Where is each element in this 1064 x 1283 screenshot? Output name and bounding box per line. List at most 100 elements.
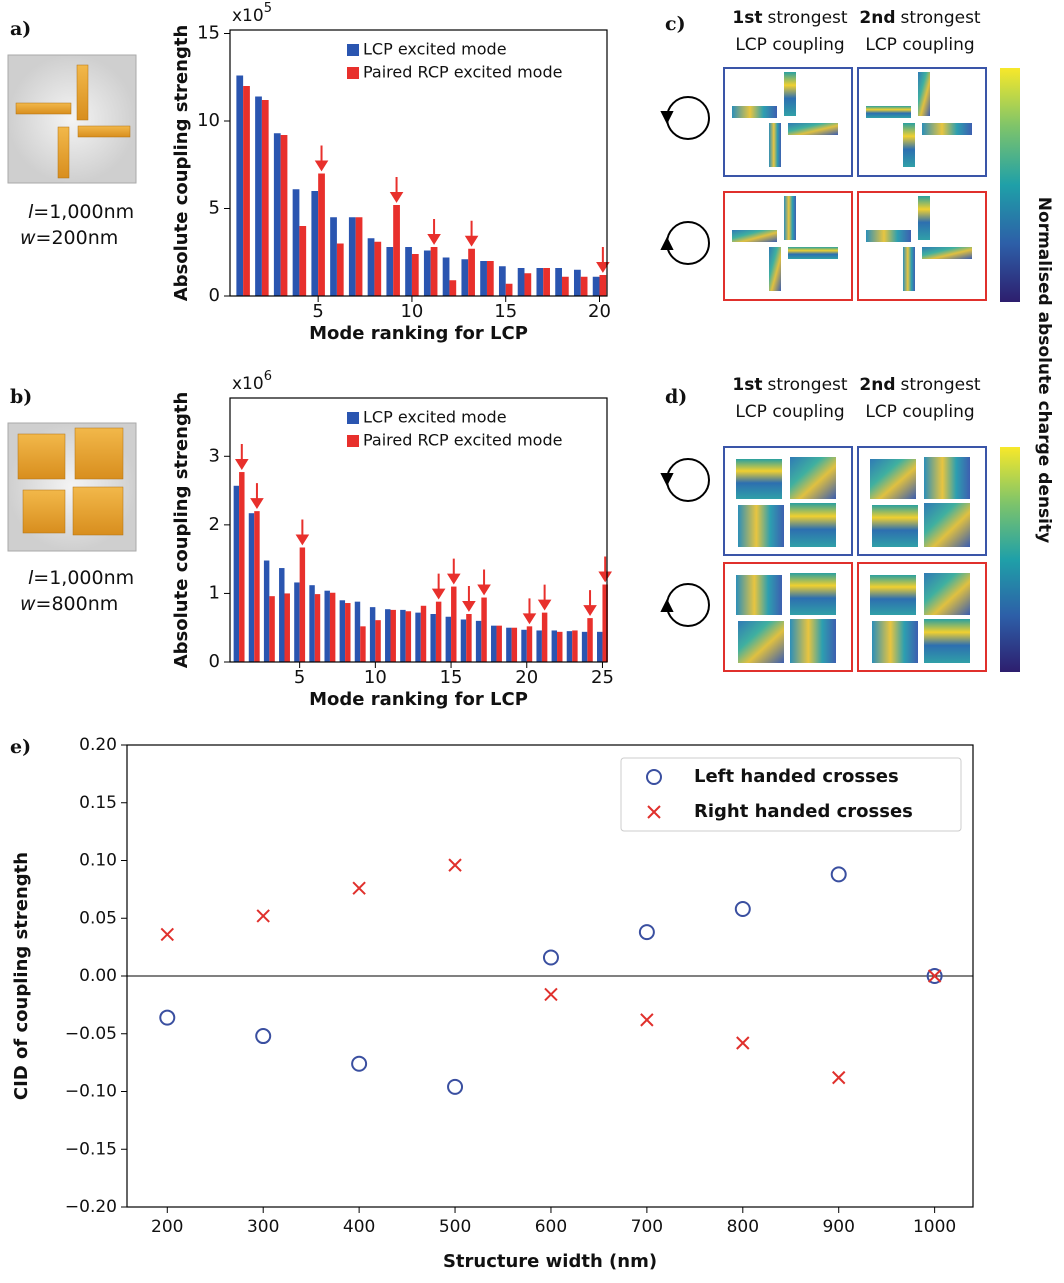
y-tick-label: −0.10	[65, 1082, 117, 1102]
y-tick-label: 0	[209, 651, 220, 672]
y-tick-label: 0.20	[79, 735, 117, 755]
bar	[446, 617, 451, 662]
arrow	[429, 219, 439, 243]
charge-density	[924, 503, 970, 547]
charge-density	[790, 619, 836, 663]
charge-density	[784, 196, 796, 240]
bar	[491, 626, 496, 662]
bar	[243, 86, 250, 296]
y-tick-label: −0.15	[65, 1139, 117, 1159]
legend-swatch	[347, 44, 359, 56]
figure: a) b) c) d) e) l=1,000nm w=200nm l=1,000…	[0, 0, 1064, 1279]
x-tick-label: 300	[247, 1217, 279, 1237]
bar	[415, 613, 420, 662]
bar	[300, 547, 305, 662]
bar	[468, 249, 475, 296]
x-tick-label: 5	[312, 301, 323, 322]
arrow	[464, 586, 474, 610]
bar	[496, 626, 501, 662]
y-axis-label: CID of coupling strength	[11, 852, 32, 1100]
x-axis-label: Mode ranking for LCP	[309, 323, 528, 344]
arrow	[237, 444, 247, 468]
column-header: LCP coupling	[865, 402, 974, 422]
y-tick-label: −0.20	[65, 1197, 117, 1217]
bar	[436, 602, 441, 662]
y-axis-label: Absolute coupling strength	[171, 392, 192, 669]
legend-label: Paired RCP excited mode	[363, 431, 562, 450]
y-tick-label: 10	[197, 110, 220, 131]
charge-density	[738, 505, 784, 547]
charge-density	[870, 459, 916, 499]
point	[736, 902, 750, 916]
charge-density	[866, 106, 911, 118]
bar	[499, 266, 506, 296]
charge-density	[736, 459, 782, 499]
y-tick-label: 5	[209, 198, 220, 219]
x-tick-label: 10	[364, 667, 387, 688]
point	[448, 1080, 462, 1094]
x-axis-label: Structure width (nm)	[443, 1251, 657, 1272]
bar	[527, 626, 532, 662]
bar	[255, 97, 262, 297]
point	[832, 867, 846, 881]
structure-width: w=200nm	[20, 227, 118, 249]
bar	[368, 238, 375, 296]
x-tick-label: 5	[294, 667, 305, 688]
x-tick-label: 1000	[913, 1217, 956, 1237]
bar	[360, 626, 365, 662]
legend-swatch	[347, 412, 359, 424]
bar	[318, 174, 325, 297]
bar	[480, 261, 487, 296]
bar	[293, 189, 300, 296]
bar	[431, 247, 438, 296]
x-tick-label: 25	[591, 667, 614, 688]
bar	[281, 135, 288, 296]
bar	[557, 632, 562, 662]
bar	[512, 628, 517, 662]
multiplier-exponent: 5	[264, 1, 272, 16]
bar	[374, 242, 381, 296]
bar	[572, 630, 577, 662]
bar	[524, 273, 531, 296]
multiplier-exponent: 6	[264, 369, 272, 384]
charge-density	[924, 619, 970, 663]
structure-b	[8, 423, 136, 551]
arrow	[467, 221, 477, 245]
point	[545, 988, 557, 1000]
bar	[324, 591, 329, 662]
x-axis-label: Mode ranking for LCP	[309, 689, 528, 710]
charge-density	[738, 621, 784, 663]
arrow	[434, 574, 444, 598]
bar	[481, 598, 486, 662]
point	[449, 859, 461, 871]
charge-density	[924, 573, 970, 615]
charge-density	[736, 575, 782, 615]
point	[257, 910, 269, 922]
charge-density	[784, 72, 796, 116]
y-tick-label: −0.05	[65, 1024, 117, 1044]
charge-density	[866, 230, 911, 242]
bar	[385, 609, 390, 662]
field-map	[858, 563, 986, 671]
bar	[461, 259, 468, 296]
bar	[521, 630, 526, 662]
bar	[430, 614, 435, 662]
bar	[239, 472, 244, 662]
legend-swatch	[347, 67, 359, 79]
field-map	[724, 563, 852, 671]
x-tick-label: 200	[151, 1217, 183, 1237]
bar	[309, 585, 314, 662]
x-tick-label: 800	[727, 1217, 759, 1237]
structure-width: w=800nm	[20, 593, 118, 615]
colorbar-label: Normalised absolute charge density	[1034, 197, 1054, 543]
structure-length: l=1,000nm	[28, 567, 134, 589]
structure-length: l=1,000nm	[28, 201, 134, 223]
legend-label: Left handed crosses	[694, 766, 899, 787]
bar	[449, 280, 456, 296]
charge-density	[872, 621, 918, 663]
point	[161, 928, 173, 940]
y-multiplier: x106	[232, 369, 272, 395]
bar	[581, 277, 588, 296]
panel-label: a)	[10, 18, 31, 40]
